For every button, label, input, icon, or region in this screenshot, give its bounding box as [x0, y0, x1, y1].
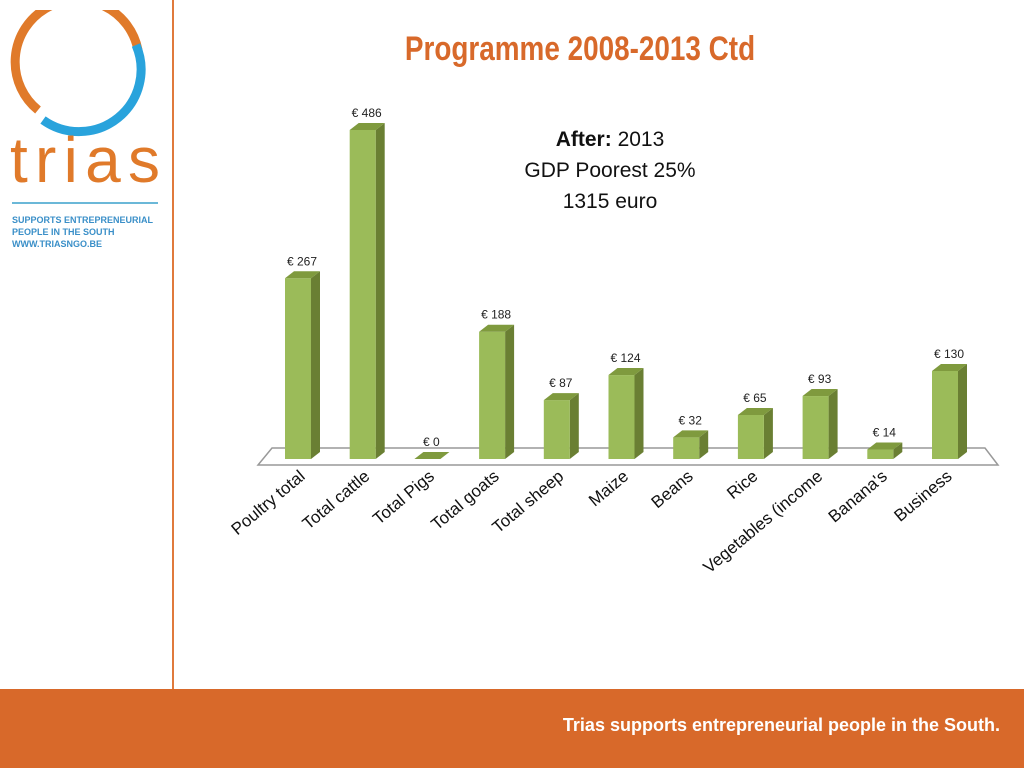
data-label: € 130 — [934, 347, 964, 361]
bar-side — [569, 393, 579, 459]
bar-top — [608, 368, 644, 376]
category-label: Beans — [648, 467, 697, 513]
bar-chart: € 267 Poultry total € 486 Total cattle € 0 To… — [228, 106, 1000, 578]
bar-side — [634, 368, 644, 459]
bar-side — [699, 430, 709, 459]
category-label: Poultry total — [228, 467, 309, 539]
bar — [802, 396, 829, 459]
bar-top — [802, 389, 838, 397]
data-label: € 267 — [287, 254, 317, 268]
svg-text:PEOPLE IN THE SOUTH: PEOPLE IN THE SOUTH — [12, 227, 115, 237]
bar-top — [867, 442, 903, 450]
bar-side — [505, 324, 515, 459]
category-label: Total sheep — [489, 467, 568, 537]
bar-side — [311, 271, 320, 459]
trias-logo: trias SUPPORTS ENTREPRENEURIAL PEOPLE IN… — [8, 0, 168, 260]
bar — [543, 400, 570, 459]
category-label: Vegetables (income — [700, 467, 827, 578]
note-label: After: — [555, 128, 612, 151]
bar — [932, 370, 958, 459]
bar-top — [285, 271, 320, 279]
bar-side — [828, 389, 838, 459]
data-label: € 65 — [743, 391, 767, 405]
category-label: Banana's — [825, 467, 891, 527]
bar-top — [349, 123, 385, 130]
note-year: 2013 — [617, 128, 665, 151]
slide-title: Programme 2008-2013 Ctd — [404, 30, 756, 68]
divider-line — [172, 0, 174, 690]
category-label: Rice — [723, 467, 761, 503]
category-label: Maize — [585, 467, 632, 511]
bar-top — [737, 407, 773, 415]
svg-text:trias: trias — [10, 124, 160, 196]
bar-side — [893, 442, 903, 459]
svg-text:WWW.TRIASNGO.BE: WWW.TRIASNGO.BE — [12, 239, 102, 249]
bar-top — [543, 393, 579, 401]
note-line2: GDP Poorest 25% — [524, 159, 696, 182]
data-label: € 124 — [610, 351, 640, 365]
bar — [285, 278, 311, 459]
bar — [608, 375, 635, 459]
bar-side — [375, 123, 385, 459]
bar-top — [414, 452, 450, 459]
bar — [737, 414, 764, 459]
chart-annotation: After: 2013 GDP Poorest 25% 1315 euro — [480, 124, 740, 217]
note-line3: 1315 euro — [562, 190, 658, 213]
category-label: Total cattle — [299, 467, 373, 534]
data-label: € 0 — [423, 435, 440, 449]
data-label: € 486 — [352, 106, 382, 120]
bar — [479, 331, 506, 459]
data-label: € 93 — [808, 372, 832, 386]
footer-text: Trias supports entrepreneurial people in… — [562, 715, 1000, 735]
data-label: € 14 — [873, 426, 897, 440]
bar — [673, 437, 700, 459]
bar-side — [763, 407, 773, 459]
bar — [349, 130, 376, 459]
bar-top — [479, 324, 515, 332]
svg-text:SUPPORTS ENTREPRENEURIAL: SUPPORTS ENTREPRENEURIAL — [12, 215, 154, 225]
data-label: € 188 — [481, 308, 511, 322]
category-label: Business — [891, 467, 956, 526]
bar-top — [932, 363, 967, 371]
footer-bar: Trias supports entrepreneurial people in… — [0, 689, 1024, 768]
bar-side — [958, 363, 967, 459]
bar — [867, 449, 894, 459]
bar-top — [673, 430, 709, 438]
data-label: € 87 — [549, 376, 573, 390]
data-label: € 32 — [679, 413, 703, 427]
